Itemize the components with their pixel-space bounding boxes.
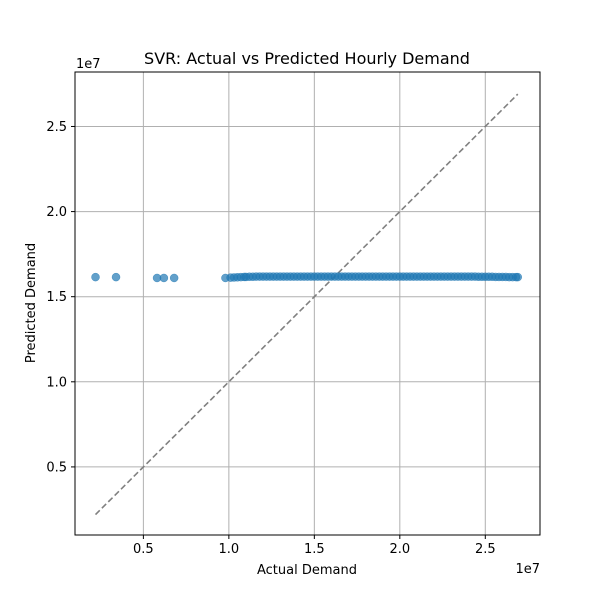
data-point bbox=[91, 272, 100, 282]
y-tick-label: 2.0 bbox=[46, 205, 67, 220]
reference-line bbox=[94, 93, 519, 516]
chart-title: SVR: Actual vs Predicted Hourly Demand bbox=[144, 49, 470, 68]
points-group bbox=[91, 272, 523, 283]
y-tick-label: 2.5 bbox=[46, 120, 67, 135]
y-axis-ticks: 0.5 1.0 1.5 2.0 2.5 bbox=[46, 120, 75, 475]
x-axis-label: Actual Demand bbox=[257, 563, 357, 578]
x-tick-label: 2.5 bbox=[475, 542, 496, 557]
y-tick-label: 0.5 bbox=[46, 460, 67, 475]
grid bbox=[75, 72, 540, 535]
data-point bbox=[111, 272, 121, 282]
x-tick-label: 1.0 bbox=[219, 542, 240, 557]
x-axis-offset-text: 1e7 bbox=[515, 562, 540, 577]
y-tick-label: 1.0 bbox=[46, 375, 67, 390]
reference-line-group bbox=[94, 93, 519, 516]
data-point bbox=[159, 273, 169, 283]
x-tick-label: 1.5 bbox=[304, 542, 325, 557]
y-axis-label: Predicted Demand bbox=[24, 243, 39, 363]
data-point bbox=[169, 273, 179, 283]
x-tick-label: 0.5 bbox=[133, 542, 154, 557]
y-axis-offset-text: 1e7 bbox=[76, 57, 101, 72]
x-tick-label: 2.0 bbox=[389, 542, 410, 557]
plot-frame bbox=[74, 71, 541, 536]
data-point bbox=[513, 272, 523, 282]
y-tick-label: 1.5 bbox=[46, 290, 67, 305]
x-axis-ticks: 0.5 1.0 1.5 2.0 2.5 bbox=[133, 535, 496, 557]
